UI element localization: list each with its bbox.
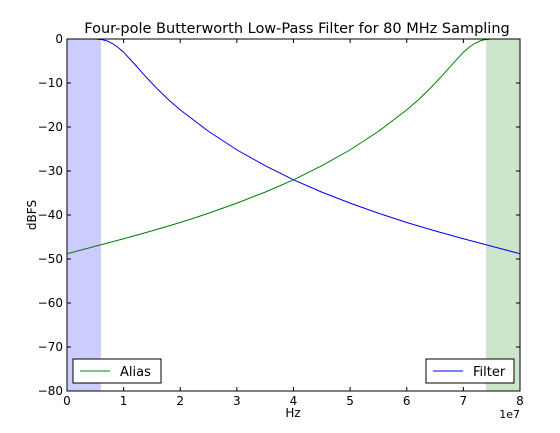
y-axis-label: dBFS <box>25 200 39 230</box>
y-tick-label: −80 <box>38 384 63 398</box>
band-0 <box>67 39 101 391</box>
y-axis: 0 −10 −20 −30 −40 −50 −60 −70 −80 <box>38 32 520 398</box>
x-axis-offset-label: 1e7 <box>499 408 520 421</box>
legend-label: Filter <box>473 365 506 380</box>
y-tick-label: −60 <box>38 296 63 310</box>
series-line-alias <box>67 39 520 255</box>
x-tick-label: 5 <box>346 394 354 408</box>
chart-title: Four-pole Butterworth Low-Pass Filter fo… <box>84 21 509 37</box>
y-tick-label: −10 <box>38 76 63 90</box>
y-tick-label: 0 <box>55 32 63 46</box>
series-layer <box>67 39 520 255</box>
y-tick-label: −50 <box>38 252 63 266</box>
x-tick-label: 2 <box>176 394 184 408</box>
x-tick-label: 3 <box>233 394 241 408</box>
band-1 <box>486 39 520 391</box>
shaded-bands <box>67 39 520 391</box>
plot-area <box>66 38 521 392</box>
x-tick-label: 0 <box>63 394 71 408</box>
x-tick-label: 7 <box>460 394 468 408</box>
x-tick-label: 1 <box>120 394 128 408</box>
y-tick-label: −70 <box>38 340 63 354</box>
y-tick-label: −20 <box>38 120 63 134</box>
x-axis-label: Hz <box>285 406 300 420</box>
legend-label: Alias <box>120 365 151 380</box>
x-tick-label: 6 <box>403 394 411 408</box>
x-tick-label: 4 <box>290 394 298 408</box>
legend-filter: Filter <box>425 358 515 384</box>
y-tick-label: −40 <box>38 208 63 222</box>
x-tick-label: 8 <box>516 394 524 408</box>
series-line-filter <box>67 39 520 255</box>
x-axis: 0 1 2 3 4 5 6 7 8 <box>63 39 524 408</box>
y-tick-label: −30 <box>38 164 63 178</box>
legend-alias: Alias <box>72 358 162 384</box>
